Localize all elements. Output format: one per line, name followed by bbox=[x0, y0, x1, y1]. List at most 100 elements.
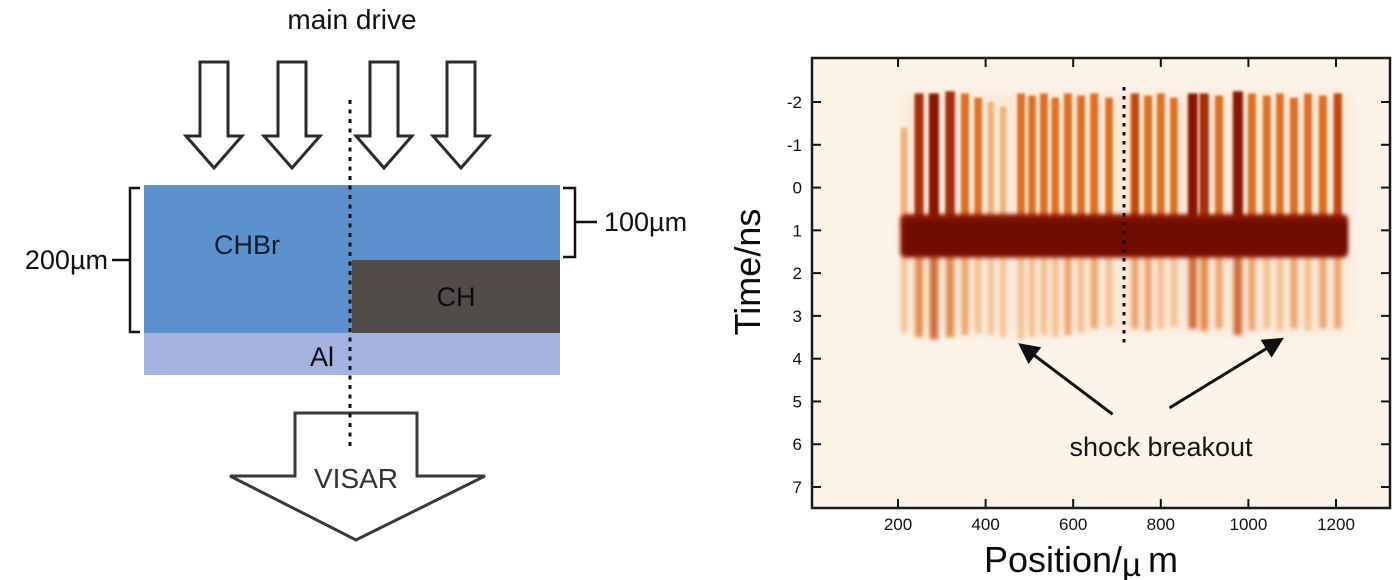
fringe-lower bbox=[1040, 252, 1048, 336]
fringe-lower bbox=[1188, 252, 1197, 329]
shock-breakout-label: shock breakout bbox=[1069, 432, 1253, 462]
x-tick-label: 1200 bbox=[1317, 515, 1355, 534]
fringe-lower bbox=[975, 252, 982, 334]
visar-arrow-icon bbox=[229, 411, 486, 542]
fringe-lower bbox=[1157, 252, 1165, 329]
visar-label: VISAR bbox=[314, 463, 398, 494]
fringe-lower bbox=[915, 252, 923, 338]
left-dimension-label: 200µm bbox=[25, 245, 108, 275]
x-tick-label: 1000 bbox=[1229, 515, 1267, 534]
fringe-upper bbox=[900, 127, 908, 227]
fringe-upper bbox=[1090, 93, 1099, 227]
fringe-lower bbox=[1276, 252, 1284, 331]
fringe-upper bbox=[928, 93, 939, 227]
fringe-upper bbox=[1144, 95, 1153, 227]
main-drive-arrow-icon bbox=[352, 60, 416, 171]
fringe-upper bbox=[914, 93, 924, 227]
fringe-lower bbox=[1319, 252, 1327, 329]
fringe-upper bbox=[974, 97, 982, 227]
shock-breakout-arrow bbox=[1018, 343, 1114, 416]
main-drive-arrow-icon bbox=[182, 60, 246, 171]
shock-breakout-arrow bbox=[1168, 337, 1284, 410]
fringe-upper bbox=[1077, 95, 1085, 227]
fringe-upper bbox=[1199, 93, 1209, 227]
fringe-lower bbox=[929, 252, 939, 340]
ch-layer bbox=[352, 260, 560, 333]
fringe-upper bbox=[1028, 95, 1036, 227]
x-tick-label: 800 bbox=[1147, 515, 1175, 534]
streak-record-panel: 200 400 600 800 1000 1200 -2 -1 0 1 2 3 4 5 6 7 Time/ns… bbox=[727, 56, 1392, 580]
fringe-upper bbox=[1170, 97, 1178, 227]
y-tick-label: 2 bbox=[793, 264, 802, 283]
fringe-lower bbox=[1144, 252, 1152, 331]
fringe-upper bbox=[1017, 93, 1025, 227]
fringe-lower bbox=[1290, 252, 1298, 329]
y-tick-label: 7 bbox=[793, 478, 802, 497]
fringe-upper bbox=[1187, 93, 1198, 227]
streak-image bbox=[900, 91, 1351, 340]
fringe-lower bbox=[1200, 252, 1209, 331]
x-tick-label: 400 bbox=[971, 515, 999, 534]
y-tick-label: 0 bbox=[793, 179, 802, 198]
fringe-upper bbox=[945, 91, 955, 227]
al-label: Al bbox=[310, 342, 334, 372]
x-axis-label-prefix: Position/ bbox=[984, 539, 1122, 580]
fringe-upper bbox=[1039, 93, 1048, 227]
shock-breakout-arrows bbox=[1018, 337, 1284, 416]
fringe-upper bbox=[999, 106, 1007, 227]
fringe-lower bbox=[1304, 252, 1312, 331]
shock-band-core bbox=[903, 220, 1346, 254]
fringe-upper bbox=[1130, 93, 1140, 227]
fringe-lower bbox=[1077, 252, 1085, 334]
fringe-lower bbox=[1170, 252, 1178, 327]
fringe-upper bbox=[1232, 91, 1243, 227]
axis-tick-labels: 200 400 600 800 1000 1200 -2 -1 0 1 2 3 4 5 6 7 bbox=[787, 93, 1355, 534]
right-dimension-label: 100µm bbox=[604, 207, 687, 237]
al-layer bbox=[144, 333, 560, 375]
x-axis-label-suffix: m bbox=[1148, 539, 1178, 580]
fringe-lower bbox=[1000, 252, 1006, 338]
fringe-upper bbox=[1333, 93, 1342, 227]
left-dimension-bracket bbox=[112, 186, 140, 334]
axis-ticks bbox=[812, 58, 1390, 508]
fringe-upper bbox=[1105, 97, 1113, 227]
fringe-lower bbox=[1090, 252, 1098, 329]
fringe-upper bbox=[1063, 93, 1072, 227]
fringe-lower bbox=[1028, 252, 1036, 338]
fringe-upper bbox=[961, 93, 970, 227]
main-drive-label: main drive bbox=[287, 4, 416, 35]
y-tick-label: 4 bbox=[793, 350, 802, 369]
fringe-lower bbox=[1248, 252, 1256, 331]
y-tick-label: 3 bbox=[793, 307, 802, 326]
x-tick-label: 200 bbox=[884, 515, 912, 534]
y-tick-label: 5 bbox=[793, 392, 802, 411]
fringe-lower bbox=[1215, 252, 1223, 329]
target-schematic: main drive VISAR CHBr CH Al 200µm 100µm bbox=[25, 4, 687, 542]
fringe-lower bbox=[946, 252, 955, 338]
fringe-lower bbox=[1017, 252, 1025, 340]
fringe-lower bbox=[961, 252, 969, 336]
y-tick-label: -2 bbox=[787, 93, 802, 112]
fringe-lower bbox=[1064, 252, 1072, 336]
y-tick-label: -1 bbox=[787, 136, 802, 155]
plot-border bbox=[810, 56, 1392, 510]
fringe-upper bbox=[1156, 93, 1165, 227]
fringe-upper bbox=[987, 102, 995, 227]
fringe-upper bbox=[1289, 97, 1298, 227]
fringe-upper bbox=[1318, 95, 1327, 227]
x-axis-label-mu: µ bbox=[1122, 546, 1141, 580]
fringe-upper bbox=[1276, 93, 1284, 227]
main-drive-arrow-icon bbox=[260, 60, 324, 171]
chbr-label: CHBr bbox=[214, 230, 280, 260]
ch-label: CH bbox=[437, 282, 476, 312]
fringe-lower bbox=[1263, 252, 1271, 329]
fringe-lower bbox=[1105, 252, 1113, 327]
fringe-lower bbox=[1131, 252, 1139, 329]
fringe-lower bbox=[1233, 252, 1243, 336]
fringe-upper bbox=[1247, 93, 1256, 227]
fringe-lower bbox=[988, 252, 994, 336]
fringe-upper bbox=[1215, 95, 1224, 227]
x-tick-label: 600 bbox=[1059, 515, 1087, 534]
fringe-lower bbox=[1334, 252, 1342, 329]
